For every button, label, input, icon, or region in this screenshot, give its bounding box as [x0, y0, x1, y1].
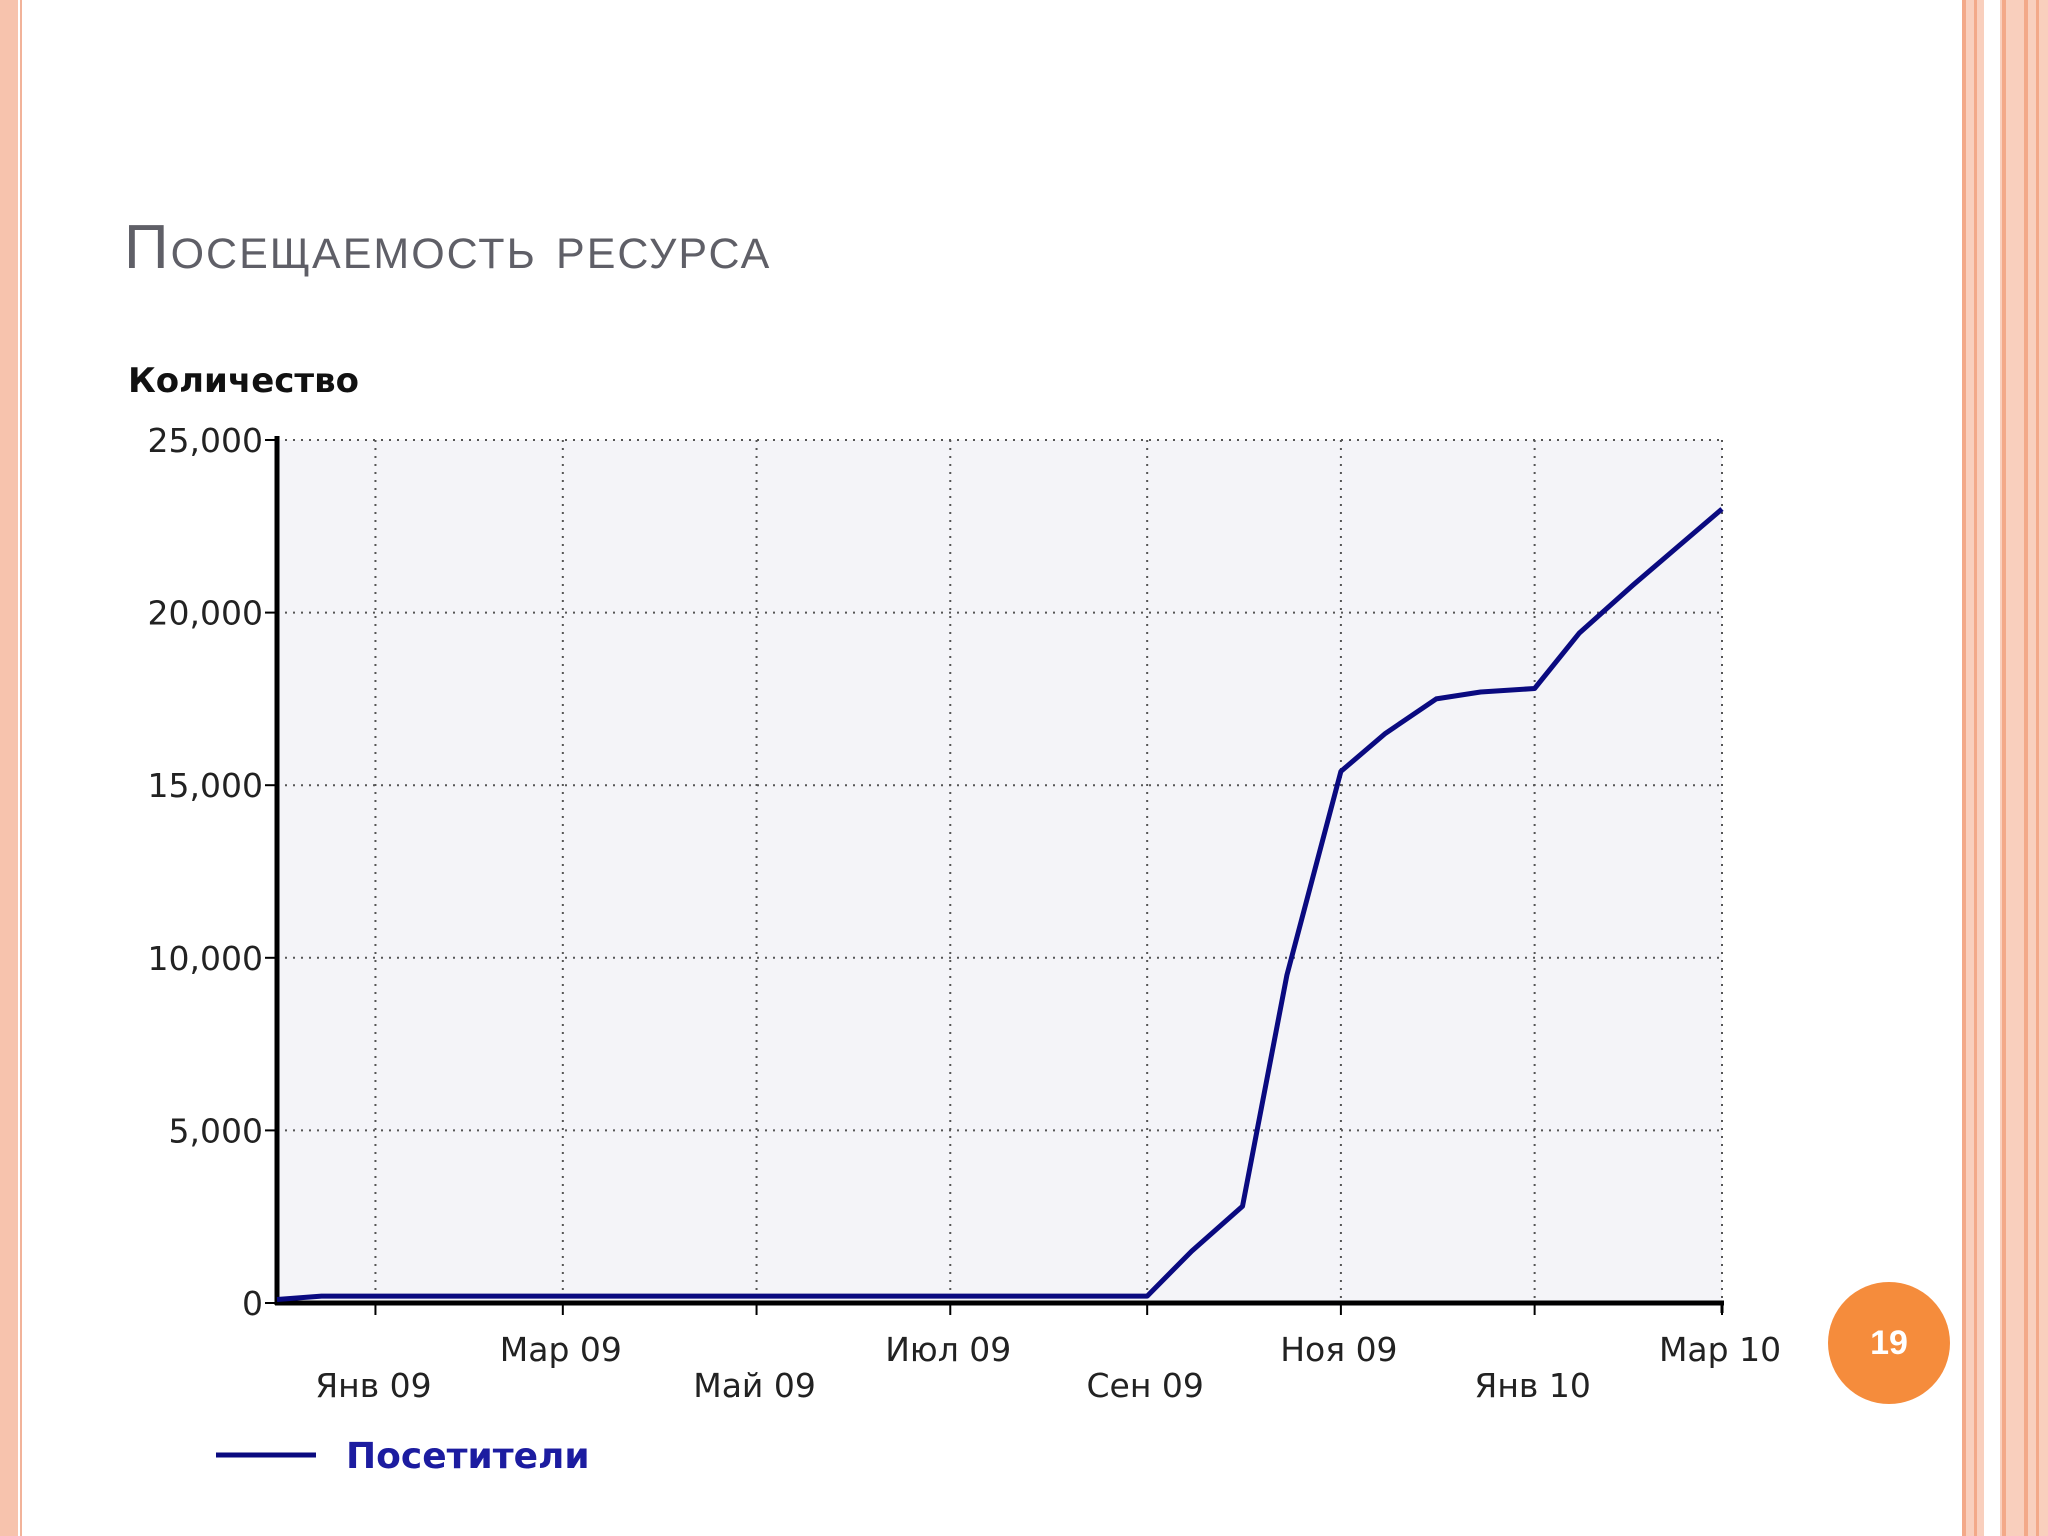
- line-chart: 0 5,000 10,000 15,000 20,000 25,000 Янв 09 Мар …: [128, 361, 1782, 1477]
- plot-background: [277, 440, 1722, 1303]
- y-axis-label: Количество: [128, 361, 359, 401]
- x-tick-label: Янв 10: [1474, 1366, 1590, 1405]
- x-tick-label: Янв 09: [315, 1366, 431, 1405]
- legend: Посетители: [216, 1436, 590, 1477]
- legend-label: Посетители: [346, 1436, 590, 1477]
- frame-left-line: [20, 0, 22, 1536]
- series-line-posetiteli: [276, 507, 1724, 1302]
- frame-left-decoration: [0, 0, 18, 1536]
- axes: 0 5,000 10,000 15,000 20,000 25,000 Янв 09 Мар …: [148, 421, 1782, 1405]
- y-tick-label: 15,000: [148, 766, 263, 805]
- slide-title: Посещаемость ресурса: [124, 213, 772, 282]
- x-tick-label: Мар 09: [500, 1330, 622, 1369]
- y-tick-label: 10,000: [148, 939, 263, 978]
- x-tick-label: Сен 09: [1086, 1366, 1203, 1405]
- x-tick-label: Июл 09: [885, 1330, 1011, 1369]
- x-tick-label: Ноя 09: [1280, 1330, 1397, 1369]
- grid: [277, 439, 1723, 1303]
- y-tick-label: 0: [242, 1284, 263, 1323]
- page-number-badge: 19: [1828, 1282, 1950, 1404]
- frame-right-decoration: [1962, 0, 2048, 1536]
- y-tick-label: 5,000: [169, 1111, 263, 1150]
- y-tick-label: 20,000: [148, 594, 263, 633]
- series-layer: [276, 507, 1724, 1302]
- x-tick-label: Май 09: [693, 1366, 816, 1405]
- x-tick-label: Мар 10: [1659, 1330, 1781, 1369]
- y-tick-label: 25,000: [148, 421, 263, 460]
